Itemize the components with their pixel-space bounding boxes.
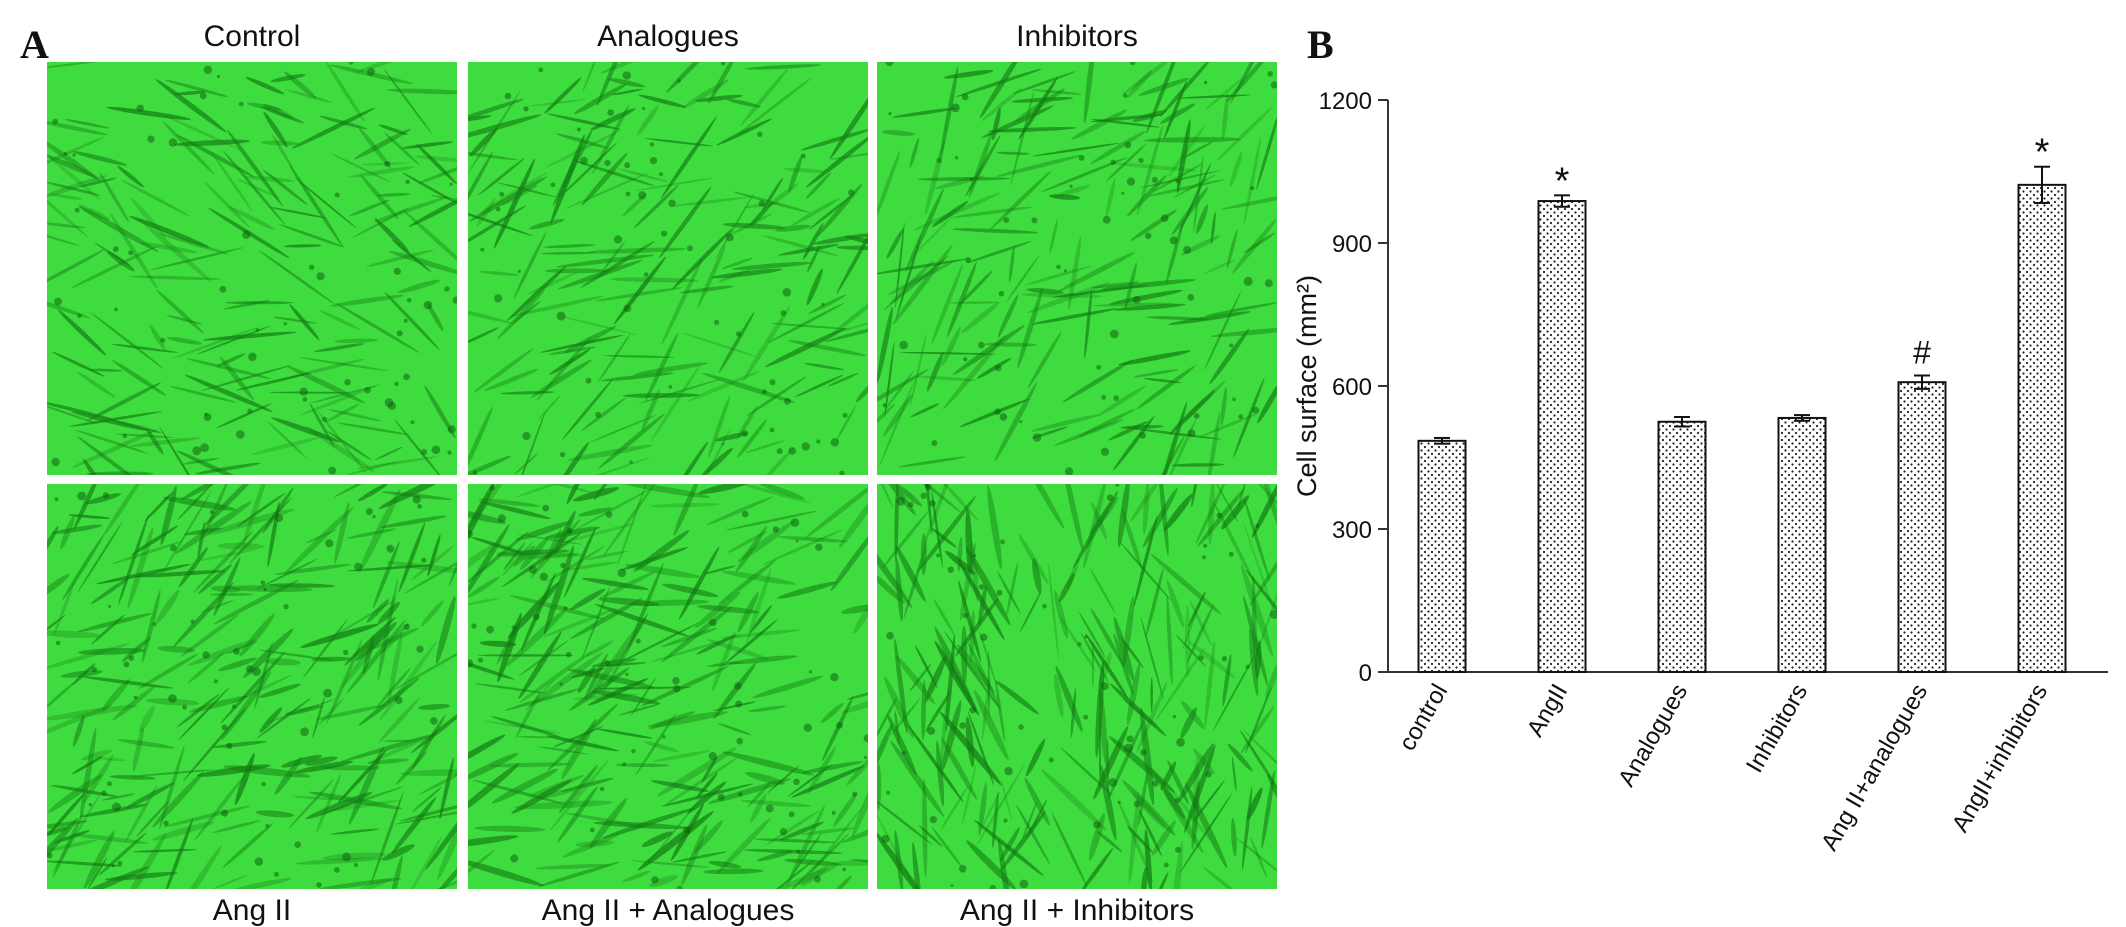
y-tick-label: 300 [1332, 517, 1372, 544]
micrograph-angii-analogues [468, 484, 868, 889]
bar-1 [1537, 200, 1587, 673]
x-tick-label: Inhibitors [1741, 680, 1813, 778]
significance-marker: * [1555, 160, 1570, 202]
label-control: Control [203, 20, 301, 53]
label-angii-analogues: Ang II + Analogues [541, 894, 795, 927]
y-tick-label: 0 [1359, 660, 1372, 687]
y-axis-label: Cell surface (mm²) [1292, 275, 1322, 497]
y-tick-label: 600 [1332, 374, 1372, 401]
y-tick-label: 1200 [1319, 88, 1372, 115]
label-angii: Ang II [212, 894, 292, 927]
x-tick-label: Ang II+analogues [1816, 680, 1933, 856]
bar-2 [1657, 420, 1707, 673]
panel-b-letter: B [1307, 22, 1334, 67]
label-inhibitors: Inhibitors [1016, 20, 1138, 53]
x-tick-label: AngII+inhibitors [1947, 680, 2053, 837]
panel-a-letter: A [20, 22, 49, 67]
bar-3 [1777, 416, 1827, 674]
x-tick-label: Analogues [1613, 680, 1693, 792]
bar-5 [2017, 183, 2067, 673]
bar-0 [1417, 439, 1467, 674]
significance-marker: # [1913, 335, 1931, 371]
micrograph-angii [47, 484, 457, 889]
micrograph-angii-inhibitors [877, 484, 1277, 889]
micrograph-inhibitors [877, 62, 1277, 475]
x-tick-label: AngII [1522, 680, 1573, 742]
bar-4 [1897, 381, 1947, 673]
label-analogues: Analogues [597, 20, 739, 53]
x-tick-label: control [1394, 680, 1453, 756]
y-tick-label: 900 [1332, 231, 1372, 258]
micrograph-control [47, 62, 457, 475]
significance-marker: * [2035, 132, 2050, 174]
cell-surface-bar-chart: 0 300 600 900 1200 Cell surface (mm²) control *… [1292, 88, 2108, 856]
micrograph-analogues [468, 62, 868, 475]
label-angii-inhibitors: Ang II + Inhibitors [959, 894, 1195, 927]
